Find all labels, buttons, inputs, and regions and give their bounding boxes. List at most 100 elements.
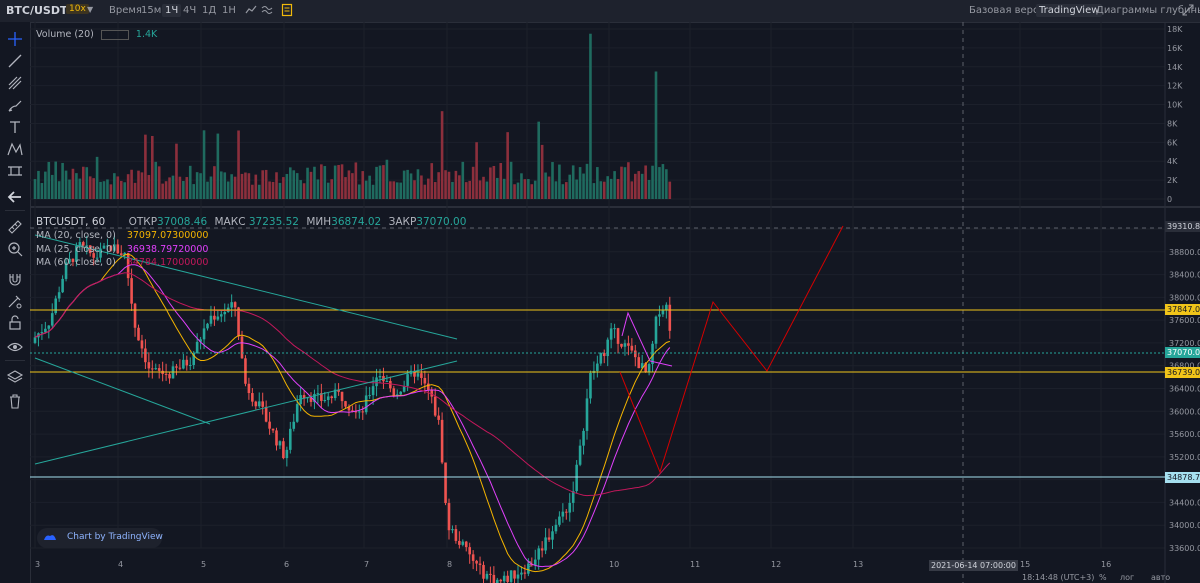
symbol-label[interactable]: BTC/USDT [6, 4, 68, 17]
ma20-label: MA (20, close, 0) [36, 230, 116, 241]
volume-bar [85, 167, 89, 199]
view-tradingview[interactable]: TradingView [1036, 4, 1103, 17]
expand-icon[interactable] [1182, 4, 1194, 16]
candle-body [427, 383, 430, 390]
volume-bar [602, 181, 606, 199]
volume-bar [88, 176, 92, 199]
volume-bar [644, 165, 647, 199]
volume-bar [337, 164, 340, 199]
interval-time[interactable]: Время [109, 5, 142, 16]
volume-bar [40, 183, 44, 199]
view-basic[interactable]: Базовая версия [969, 5, 1052, 16]
ohlc-high-label: МАКС [214, 216, 246, 228]
interval-1h[interactable]: 1Ч [162, 4, 182, 17]
price-axis-label: 34400.00 [1169, 498, 1200, 507]
candle-body [344, 401, 347, 407]
trend-line-icon[interactable] [6, 52, 24, 70]
volume-bar [634, 173, 637, 199]
price-tag-support: 36739.03 [1165, 367, 1200, 378]
ma20-line [34, 253, 670, 573]
candle-body [596, 363, 599, 371]
ma20-legend: MA (20, close, 0) 37097.07300000 [36, 230, 208, 241]
candle-body [40, 332, 44, 334]
pattern-icon[interactable] [6, 140, 24, 158]
candle-body [575, 464, 578, 492]
layers-icon[interactable] [6, 368, 24, 386]
candle-body [506, 575, 509, 582]
volume-bar [354, 162, 358, 199]
interval-1d[interactable]: 1Д [202, 5, 217, 16]
symbol-dropdown-icon[interactable]: ▼ [87, 5, 94, 14]
volume-bar [385, 159, 389, 199]
time-axis-label: 5 [201, 560, 206, 569]
back-arrow-icon[interactable] [6, 188, 24, 206]
volume-bar [223, 172, 227, 199]
candle-body [188, 364, 192, 366]
chart-type-icon[interactable] [244, 3, 258, 17]
volume-bar [44, 171, 47, 199]
candle-body [264, 406, 268, 422]
lock-icon[interactable] [6, 314, 24, 332]
prediction-icon[interactable] [6, 162, 24, 180]
volume-bar [571, 165, 575, 199]
auto-toggle[interactable]: авто [1151, 573, 1171, 582]
view-depth[interactable]: Диаграммы глубины [1096, 5, 1200, 16]
tradingview-watermark[interactable]: Chart by TradingView [37, 528, 163, 548]
candle-body [261, 401, 264, 407]
volume-bar [206, 181, 209, 199]
volume-bar [623, 167, 627, 199]
candle-body [578, 445, 582, 465]
candle-body [482, 564, 485, 579]
volume-axis-label: 14K [1167, 63, 1183, 72]
interval-15m[interactable]: 15м [141, 5, 162, 16]
percent-toggle[interactable]: % [1099, 573, 1107, 582]
volume-bar [478, 180, 482, 199]
volume-bar [399, 182, 402, 199]
zoom-in-icon[interactable] [6, 240, 24, 258]
ma25-legend: MA (25, close, 0) 36938.79720000 [36, 244, 208, 255]
volume-bar [461, 161, 465, 199]
volume-bar [268, 181, 271, 199]
trash-icon[interactable] [6, 392, 24, 410]
volume-bar [537, 121, 540, 199]
volume-bar [306, 167, 309, 199]
settings-icon[interactable] [281, 3, 293, 17]
volume-bar [123, 182, 126, 199]
ohlc-close-label: ЗАКР [388, 216, 417, 228]
volume-legend-buttons[interactable] [100, 29, 129, 40]
log-toggle[interactable]: лог [1120, 573, 1135, 582]
volume-bar [119, 180, 123, 199]
volume-bar [82, 166, 85, 199]
leverage-badge[interactable]: 10x [66, 4, 89, 14]
ohlc-open: 37008.46 [157, 216, 208, 228]
interval-4h[interactable]: 4Ч [183, 5, 197, 16]
indicators-icon[interactable] [260, 3, 274, 17]
chart-canvas[interactable]: 18K16K14K12K10K8K6K4K2K039200.0038800.00… [30, 22, 1200, 583]
volume-bar [585, 163, 589, 199]
volume-bar [464, 182, 468, 199]
text-icon[interactable] [6, 118, 24, 136]
stay-drawing-icon[interactable] [6, 292, 24, 310]
volume-legend-value: 1.4K [135, 29, 158, 40]
volume-bar [37, 170, 40, 199]
ma60-label: MA (60, close, 0) [36, 257, 116, 268]
crosshair-icon[interactable] [6, 30, 24, 48]
fib-icon[interactable] [6, 74, 24, 92]
candle-body [599, 353, 603, 364]
price-axis-label: 36000.00 [1169, 407, 1200, 416]
candle-body [92, 253, 95, 258]
magnet-icon[interactable] [6, 270, 24, 288]
volume-bar [323, 166, 327, 199]
candle-body [433, 396, 437, 416]
candle-body [589, 372, 592, 399]
interval-1w[interactable]: 1Н [222, 5, 236, 16]
candle-body [558, 516, 561, 525]
volume-bar [406, 169, 409, 199]
candle-body [489, 573, 492, 575]
brush-icon[interactable] [6, 96, 24, 114]
trendline-lower [34, 360, 458, 465]
ruler-icon[interactable] [6, 218, 24, 236]
volume-bar [199, 173, 202, 199]
eye-icon[interactable] [6, 338, 24, 356]
volume-bar [275, 172, 278, 199]
